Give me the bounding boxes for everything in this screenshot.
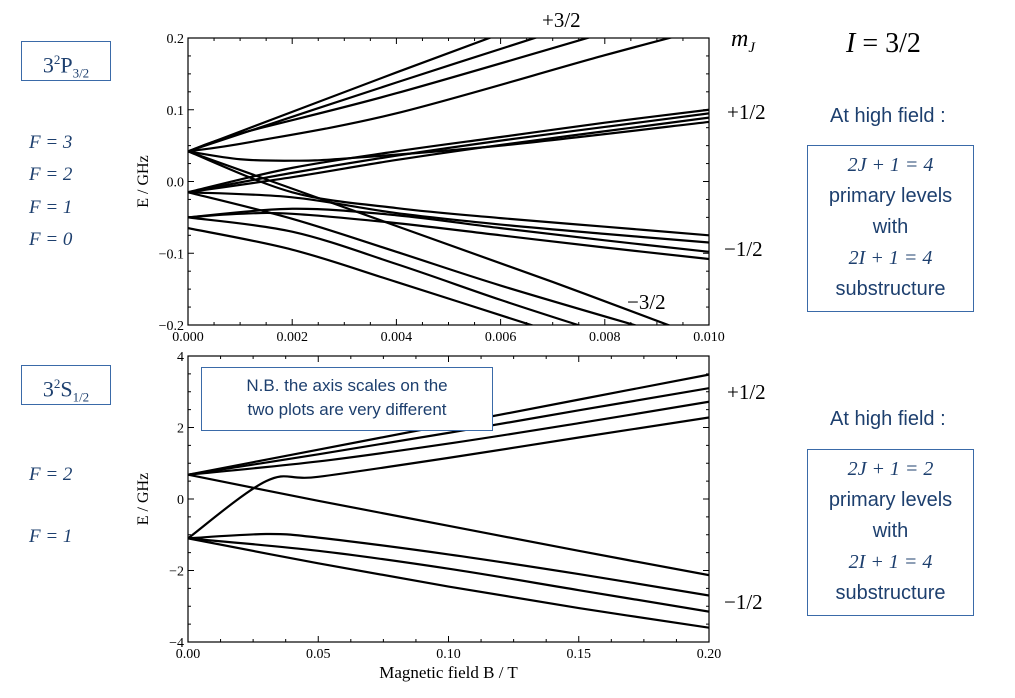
top-plot-series-line-13 bbox=[188, 191, 639, 325]
top-plot-series-line-4 bbox=[188, 108, 709, 194]
bottom-plot-ytick-label: −4 bbox=[169, 636, 184, 651]
note-box: N.B. the axis scales on the two plots ar… bbox=[201, 367, 493, 431]
bottom-plot-xtick-label: 0.05 bbox=[306, 647, 331, 662]
bottom-plot-series-line-2 bbox=[188, 400, 709, 476]
state-box-s12: 32S1/2 bbox=[21, 365, 111, 405]
top-plot-ylabel: E / GHz bbox=[135, 155, 152, 207]
bottom-plot-ylabel: E / GHz bbox=[135, 473, 152, 525]
top-box-line-4: 2I + 1 = 4 bbox=[848, 247, 933, 269]
bottom-plot-series-line-4 bbox=[188, 473, 709, 577]
top-plot-ytick-label: −0.2 bbox=[159, 319, 184, 334]
bottom-plot-xlabel: Magnetic field B / T bbox=[379, 663, 518, 682]
bottom-plot-xtick-label: 0.00 bbox=[176, 647, 201, 662]
top-plot-series-line-10 bbox=[188, 207, 709, 253]
top-plot-series-line-5 bbox=[188, 112, 709, 194]
bottom-plot-series-line-6 bbox=[188, 537, 709, 613]
bottom-box-line-2: primary levels bbox=[828, 489, 953, 511]
top-plot-xtick-label: 0.002 bbox=[276, 330, 308, 345]
f-label-top-3: F = 0 bbox=[29, 229, 73, 250]
state-box-p32: 32P3/2 bbox=[21, 41, 111, 81]
top-plot-xtick-label: 0.000 bbox=[172, 330, 204, 345]
top-box-line-2: primary levels bbox=[828, 185, 953, 207]
bottom-plot-ytick-label: 0 bbox=[177, 493, 184, 508]
top-plot-ytick-label: −0.1 bbox=[159, 247, 184, 262]
mj-header: mJ bbox=[731, 26, 756, 56]
bottom-plot-series-line-7 bbox=[188, 537, 709, 629]
bottom-box-line-1: 2J + 1 = 2 bbox=[847, 458, 934, 480]
top-plot-series-line-12 bbox=[188, 150, 672, 325]
top-box-line-5: substructure bbox=[835, 278, 946, 300]
top-plot-xtick-label: 0.006 bbox=[485, 330, 517, 345]
f-label-bottom-0: F = 2 bbox=[29, 464, 73, 485]
f-label-top-0: F = 3 bbox=[29, 132, 73, 153]
top-plot-series-line-3 bbox=[188, 38, 674, 153]
top-plot-series-line-11 bbox=[188, 211, 709, 261]
bottom-plot-series-line-5 bbox=[188, 532, 709, 597]
top-plot: 0.000 0.002 0.004 0.006 0.008 0.010 −0.2 −0.1 0.… bbox=[135, 32, 725, 345]
bottom-plot-ytick-label: 2 bbox=[177, 422, 184, 437]
high-field-title-bottom: At high field : bbox=[830, 408, 946, 430]
bottom-plot: 0.00 0.05 0.10 0.15 0.20 −4 −2 0 2 4 E / GHz Magnet… bbox=[135, 350, 721, 682]
note-line-1: N.B. the axis scales on the bbox=[246, 376, 448, 395]
top-plot-ytick-label: 0.0 bbox=[167, 176, 185, 191]
bottom-plot-series-line-3 bbox=[188, 416, 709, 540]
top-box-line-1: 2J + 1 = 4 bbox=[847, 154, 934, 176]
f-label-top-1: F = 2 bbox=[29, 164, 73, 185]
top-plot-series-line-15 bbox=[188, 227, 535, 325]
top-plot-xtick-label: 0.004 bbox=[381, 330, 413, 345]
bottom-plot-ytick-label: −2 bbox=[169, 565, 184, 580]
top-box-line-3: with bbox=[872, 216, 909, 238]
f-label-bottom-1: F = 1 bbox=[29, 526, 73, 547]
top-plot-ytick-label: 0.2 bbox=[167, 32, 185, 47]
mj-label-top-plus-3-2: +3/2 bbox=[542, 8, 581, 32]
bottom-plot-xtick-label: 0.15 bbox=[567, 647, 592, 662]
f-label-top-2: F = 1 bbox=[29, 197, 73, 218]
top-plot-ytick-label: 0.1 bbox=[167, 104, 185, 119]
top-plot-series-line-7 bbox=[188, 120, 709, 162]
mj-label-top-minus-1-2: −1/2 bbox=[724, 237, 763, 261]
top-plot-series-line-2 bbox=[188, 38, 592, 153]
top-plot-series-line-9 bbox=[188, 191, 709, 244]
mj-label-bottom-minus-1-2: −1/2 bbox=[724, 590, 763, 614]
top-plot-series-line-14 bbox=[188, 216, 582, 325]
top-plot-xtick-label: 0.008 bbox=[589, 330, 621, 345]
bottom-box-line-4: 2I + 1 = 4 bbox=[848, 551, 933, 573]
note-line-2: two plots are very different bbox=[247, 400, 447, 419]
mj-label-top-plus-1-2: +1/2 bbox=[727, 100, 766, 124]
high-field-box-bottom: 2J + 1 = 2 primary levels with 2I + 1 = … bbox=[807, 449, 974, 616]
bottom-plot-series-line-1 bbox=[188, 387, 709, 476]
top-plot-xtick-label: 0.010 bbox=[693, 330, 725, 345]
bottom-box-line-3: with bbox=[872, 520, 909, 542]
high-field-box-top: 2J + 1 = 4 primary levels with 2I + 1 = … bbox=[807, 145, 974, 312]
top-plot-series-line-0 bbox=[188, 38, 493, 153]
high-field-title-top: At high field : bbox=[830, 105, 946, 127]
bottom-plot-ytick-label: 4 bbox=[177, 350, 184, 365]
top-plot-series-line-6 bbox=[188, 116, 709, 194]
mj-label-top-minus-3-2: −3/2 bbox=[627, 290, 666, 314]
bottom-plot-xtick-label: 0.10 bbox=[436, 647, 461, 662]
i-label: I = 3/2 bbox=[846, 28, 921, 59]
mj-label-bottom-plus-1-2: +1/2 bbox=[727, 380, 766, 404]
top-plot-series-line-8 bbox=[188, 150, 709, 237]
bottom-box-line-5: substructure bbox=[835, 582, 946, 604]
bottom-plot-xtick-label: 0.20 bbox=[697, 647, 722, 662]
